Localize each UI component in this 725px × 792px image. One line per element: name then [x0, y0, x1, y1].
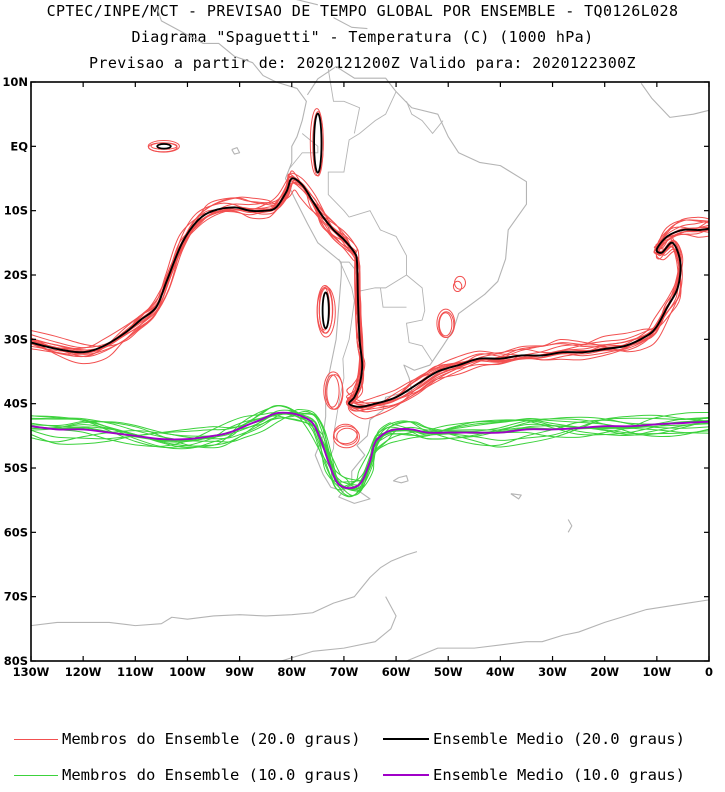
- title-line-1: CPTEC/INPE/MCT - PREVISAO DE TEMPO GLOBA…: [46, 2, 679, 20]
- mean-closed-contour: [156, 143, 172, 150]
- member-closed-contour: [438, 312, 453, 337]
- country-border: [406, 274, 433, 363]
- coastline-segment: [406, 599, 710, 662]
- x-tick-label: 80W: [277, 665, 306, 679]
- members-10-layer: [30, 405, 710, 498]
- coastline-segment: [510, 493, 522, 500]
- mean-line-20: [30, 177, 710, 408]
- member-line-20: [30, 179, 710, 409]
- member-line-10: [30, 405, 710, 491]
- member-line-20: [30, 172, 710, 404]
- coastline-segment: [30, 551, 418, 627]
- member-closed-contour: [323, 371, 344, 410]
- legend-item-members-10: Membros do Ensemble (10.0 graus): [14, 766, 361, 784]
- coastline-layer: [30, 0, 710, 662]
- member-closed-contour: [316, 286, 336, 338]
- coastline-segment: [567, 519, 573, 533]
- country-border: [379, 287, 407, 308]
- legend-swatch-members-10: [14, 774, 58, 776]
- member-line-20: [30, 181, 710, 412]
- y-tick-label: EQ: [10, 139, 28, 153]
- x-tick-label: 30W: [538, 665, 567, 679]
- member-line-20: [30, 189, 710, 420]
- y-tick-label: 50S: [4, 461, 28, 475]
- member-closed-contour: [332, 425, 360, 449]
- member-line-20: [30, 180, 710, 411]
- country-border: [327, 69, 361, 134]
- legend-label-members-20: Membros do Ensemble (20.0 graus): [62, 730, 361, 748]
- coastline-segment: [640, 82, 710, 118]
- legend-label-members-10: Membros do Ensemble (10.0 graus): [62, 766, 361, 784]
- x-tick-label: 50W: [434, 665, 463, 679]
- member-closed-contour: [436, 308, 456, 338]
- coastline-segment: [155, 4, 528, 492]
- member-closed-contour: [325, 374, 340, 408]
- x-tick-label: 40W: [486, 665, 515, 679]
- y-tick-label: 60S: [4, 525, 28, 539]
- member-line-10: [30, 405, 710, 483]
- mean-line-10: [30, 411, 710, 490]
- x-tick-label: 60W: [382, 665, 411, 679]
- legend-swatch-members-20: [14, 738, 58, 740]
- member-line-10: [30, 410, 710, 497]
- y-tick-label: 70S: [4, 590, 28, 604]
- legend: Membros do Ensemble (20.0 graus) Ensembl…: [0, 730, 725, 792]
- y-tick-label: 10S: [4, 204, 28, 218]
- x-tick-label: 100W: [169, 665, 206, 679]
- member-line-20: [30, 177, 710, 408]
- x-tick-label: 20W: [590, 665, 619, 679]
- member-line-10: [30, 413, 710, 497]
- mean-closed-contour: [313, 112, 323, 174]
- y-tick-label: 30S: [4, 332, 28, 346]
- member-closed-contour: [147, 140, 180, 153]
- member-closed-contour: [309, 108, 324, 177]
- country-border: [406, 101, 444, 135]
- title-line-2: Diagrama "Spaguetti" - Temperatura (C) (…: [131, 28, 594, 46]
- y-tick-label: 20S: [4, 268, 28, 282]
- y-tick-label: 40S: [4, 397, 28, 411]
- country-border: [327, 91, 397, 218]
- legend-label-mean-10: Ensemble Medio (10.0 graus): [433, 766, 685, 784]
- coastline-segment: [333, 17, 368, 30]
- y-tick-label: 80S: [4, 654, 28, 668]
- ensemble-mean-layer: [30, 112, 710, 490]
- member-line-10: [30, 413, 710, 489]
- coastline-segment: [231, 147, 241, 155]
- members-20-layer: [30, 108, 710, 449]
- member-line-10: [30, 408, 710, 492]
- x-tick-label: 70W: [330, 665, 359, 679]
- member-line-10: [30, 416, 710, 482]
- legend-swatch-mean-20: [383, 738, 429, 740]
- map-frame: [30, 81, 710, 662]
- title-line-3: Previsao a partir de: 2020121200Z Valido…: [89, 54, 636, 72]
- x-tick-label: 110W: [117, 665, 154, 679]
- x-tick-label: 0: [705, 665, 713, 679]
- legend-item-mean-10: Ensemble Medio (10.0 graus): [383, 766, 685, 784]
- mean-closed-contour: [321, 291, 330, 330]
- x-tick-label: 120W: [65, 665, 102, 679]
- coastline-segment: [392, 475, 409, 484]
- y-tick-label: 10N: [2, 75, 28, 89]
- member-line-20: [30, 182, 710, 413]
- country-border: [341, 210, 407, 292]
- member-closed-contour: [454, 275, 466, 290]
- country-border: [327, 258, 355, 475]
- legend-label-mean-20: Ensemble Medio (20.0 graus): [433, 730, 685, 748]
- legend-swatch-mean-10: [383, 774, 429, 776]
- coastline-segment: [296, 0, 318, 6]
- x-tick-label: 10W: [642, 665, 671, 679]
- legend-item-members-20: Membros do Ensemble (20.0 graus): [14, 730, 361, 748]
- x-tick-label: 130W: [13, 665, 50, 679]
- coastline-segment: [281, 596, 397, 662]
- x-tick-label: 90W: [225, 665, 254, 679]
- legend-item-mean-20: Ensemble Medio (20.0 graus): [383, 730, 685, 748]
- member-closed-contour: [452, 280, 463, 292]
- member-line-20: [30, 181, 710, 412]
- member-closed-contour: [336, 427, 359, 446]
- member-line-20: [30, 177, 710, 407]
- member-line-20: [30, 179, 710, 410]
